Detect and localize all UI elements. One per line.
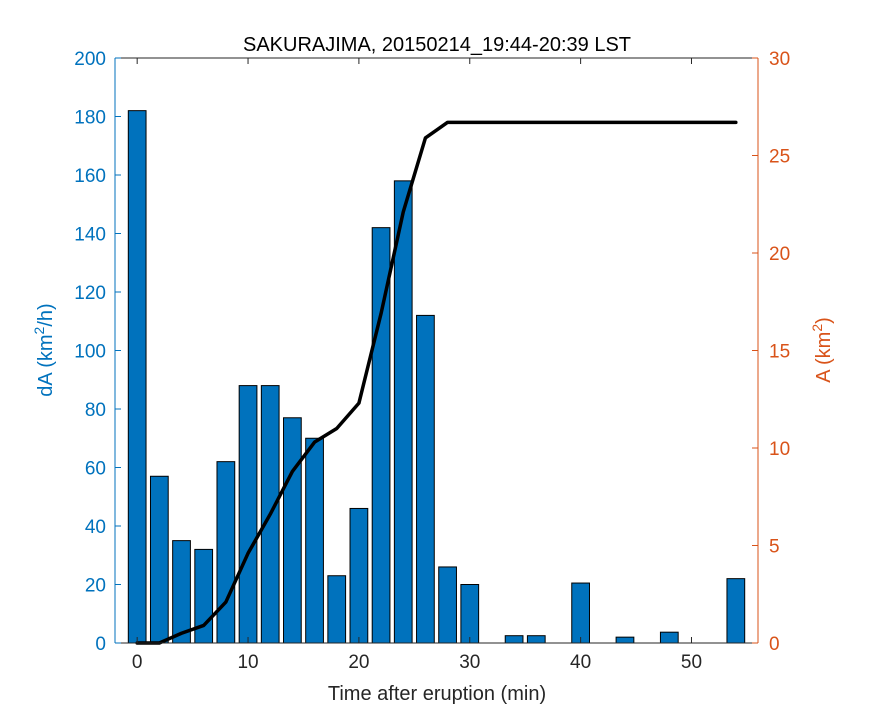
bar bbox=[659, 631, 679, 644]
right-y-tick-label: 5 bbox=[769, 537, 780, 558]
right-y-tick-label: 0 bbox=[769, 634, 780, 655]
right-y-tick-label: 30 bbox=[769, 49, 790, 70]
bar bbox=[327, 575, 347, 644]
bar bbox=[127, 110, 147, 644]
x-tick-label: 50 bbox=[681, 652, 702, 673]
bar bbox=[571, 582, 590, 644]
bar bbox=[526, 635, 546, 644]
bar bbox=[726, 578, 746, 644]
left-y-tick-label: 100 bbox=[74, 342, 106, 363]
left-y-tick-label: 80 bbox=[85, 400, 106, 421]
bar bbox=[438, 566, 457, 644]
bar bbox=[149, 475, 169, 644]
bar bbox=[393, 180, 413, 644]
right-y-axis-label-tail: ) bbox=[813, 317, 835, 324]
left-y-tick-label: 160 bbox=[74, 166, 106, 187]
bar bbox=[349, 507, 369, 644]
left-y-tick-label: 140 bbox=[74, 225, 106, 246]
bar-series bbox=[127, 110, 746, 644]
right-y-axis-label: A (km2) bbox=[809, 317, 835, 383]
bar bbox=[504, 635, 524, 644]
bar bbox=[416, 314, 435, 644]
bar bbox=[305, 437, 324, 644]
left-y-tick-label: 120 bbox=[74, 283, 106, 304]
right-y-tick-label: 15 bbox=[769, 342, 790, 363]
left-y-axis-label-sup: 2 bbox=[31, 326, 47, 334]
right-y-tick-label: 25 bbox=[769, 147, 790, 168]
x-tick-label: 30 bbox=[459, 652, 480, 673]
right-y-axis-ticks: 0 5 10 15 20 25 30 bbox=[752, 49, 790, 655]
bar bbox=[238, 385, 258, 644]
right-y-tick-label: 20 bbox=[769, 244, 790, 265]
bar bbox=[460, 584, 480, 644]
left-y-axis-label-main: dA (km bbox=[35, 334, 57, 396]
bar bbox=[172, 540, 191, 644]
right-y-tick-label: 10 bbox=[769, 439, 790, 460]
left-y-tick-label: 180 bbox=[74, 108, 106, 129]
bar bbox=[283, 417, 302, 644]
x-tick-label: 20 bbox=[348, 652, 369, 673]
cumulative-area-series bbox=[135, 120, 738, 645]
cumulative-area-line bbox=[135, 120, 738, 645]
left-y-axis-label-tail: /h) bbox=[35, 303, 57, 326]
chart-title: SAKURAJIMA, 20150214_19:44-20:39 LST bbox=[243, 34, 631, 56]
bar bbox=[615, 636, 635, 644]
x-tick-label: 10 bbox=[237, 652, 258, 673]
x-tick-label: 40 bbox=[570, 652, 591, 673]
x-tick-label: 0 bbox=[132, 652, 143, 673]
x-axis-ticks: 0 10 20 30 40 50 bbox=[132, 58, 702, 673]
left-y-tick-label: 40 bbox=[85, 517, 106, 538]
right-y-axis-label-main: A (km bbox=[813, 332, 835, 383]
left-y-tick-label: 200 bbox=[74, 49, 106, 70]
left-y-axis-ticks: 0 20 40 60 80 100 120 140 160 180 200 bbox=[74, 49, 121, 655]
left-y-axis-label: dA (km2/h) bbox=[31, 303, 57, 396]
left-y-tick-label: 60 bbox=[85, 459, 106, 480]
left-y-tick-label: 20 bbox=[85, 576, 106, 597]
left-y-tick-label: 0 bbox=[95, 634, 106, 655]
bar bbox=[216, 461, 236, 644]
right-y-axis-label-sup: 2 bbox=[809, 324, 825, 332]
x-axis-label: Time after eruption (min) bbox=[328, 683, 546, 705]
